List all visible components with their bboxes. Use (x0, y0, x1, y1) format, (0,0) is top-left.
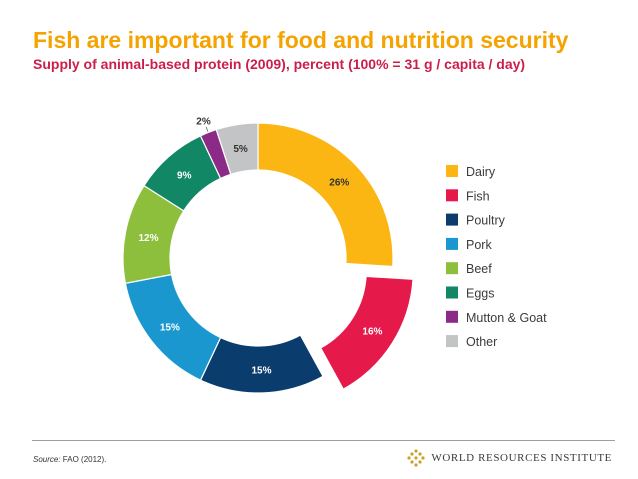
slice-other (215, 122, 259, 176)
legend-swatch-poultry (446, 213, 458, 226)
legend-label-mutton-and-goat: Mutton & Goat (466, 311, 547, 325)
source-note: Source: FAO (2012). (33, 455, 106, 464)
legend-swatch-other (446, 335, 458, 348)
legend-swatch-mutton-and-goat (446, 310, 458, 323)
wri-logo-icon (407, 449, 425, 467)
legend-label-poultry: Poultry (466, 214, 506, 228)
legend-label-pork: Pork (466, 238, 492, 252)
legend-swatch-dairy (446, 165, 458, 177)
source-text: FAO (2012). (60, 455, 107, 464)
donut-slices (122, 122, 414, 394)
legend-label-eggs: Eggs (466, 287, 495, 301)
organization-name: WORLD RESOURCES INSTITUTE (431, 452, 612, 464)
slice-fish (319, 275, 414, 390)
legend-label-beef: Beef (466, 262, 492, 276)
chart-subtitle: Supply of animal-based protein (2009), p… (33, 56, 526, 72)
legend-label-fish: Fish (466, 189, 490, 203)
legend-swatch-pork (446, 237, 458, 250)
organization-logo: WORLD RESOURCES INSTITUTE (407, 449, 612, 467)
donut-chart: 26% 16% 15% 15% 12% 9% 2% 5% Dairy Fish Poultry Po… (122, 116, 547, 394)
legend: Dairy Fish Poultry Pork Beef Eggs Mutton & Goa… (446, 165, 547, 349)
slice-labels: 26% 16% 15% 15% 12% 9% 2% 5% (138, 116, 382, 376)
source-label: Source: (33, 455, 61, 464)
chart-title: Fish are important for food and nutritio… (33, 27, 569, 53)
slice-label-beef: 12% (138, 233, 158, 244)
slice-label-other: 5% (233, 144, 248, 155)
footer-divider (32, 440, 615, 441)
slice-label-fish: 16% (362, 327, 382, 338)
legend-swatch-beef (446, 262, 458, 275)
slice-label-poultry: 15% (251, 365, 271, 376)
legend-label-other: Other (466, 335, 497, 349)
slice-label-eggs: 9% (177, 170, 192, 181)
slice-label-dairy: 26% (329, 178, 349, 189)
legend-swatch-eggs (446, 286, 458, 299)
legend-label-dairy: Dairy (466, 165, 496, 179)
leader-line-mutton-and-goat (205, 126, 209, 132)
slice-label-mutton-and-goat: 2% (196, 116, 211, 127)
slice-label-pork: 15% (160, 322, 180, 333)
legend-swatch-fish (446, 189, 458, 202)
slice-dairy (257, 122, 394, 268)
slice-poultry (199, 334, 324, 394)
